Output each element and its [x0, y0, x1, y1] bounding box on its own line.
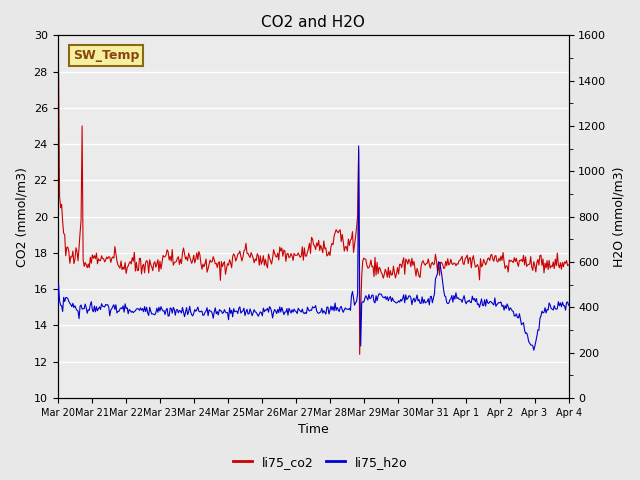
Text: SW_Temp: SW_Temp: [73, 49, 140, 62]
Title: CO2 and H2O: CO2 and H2O: [261, 15, 365, 30]
Y-axis label: H2O (mmol/m3): H2O (mmol/m3): [612, 167, 625, 267]
Y-axis label: CO2 (mmol/m3): CO2 (mmol/m3): [15, 167, 28, 266]
Legend: li75_co2, li75_h2o: li75_co2, li75_h2o: [228, 451, 412, 474]
X-axis label: Time: Time: [298, 423, 328, 436]
